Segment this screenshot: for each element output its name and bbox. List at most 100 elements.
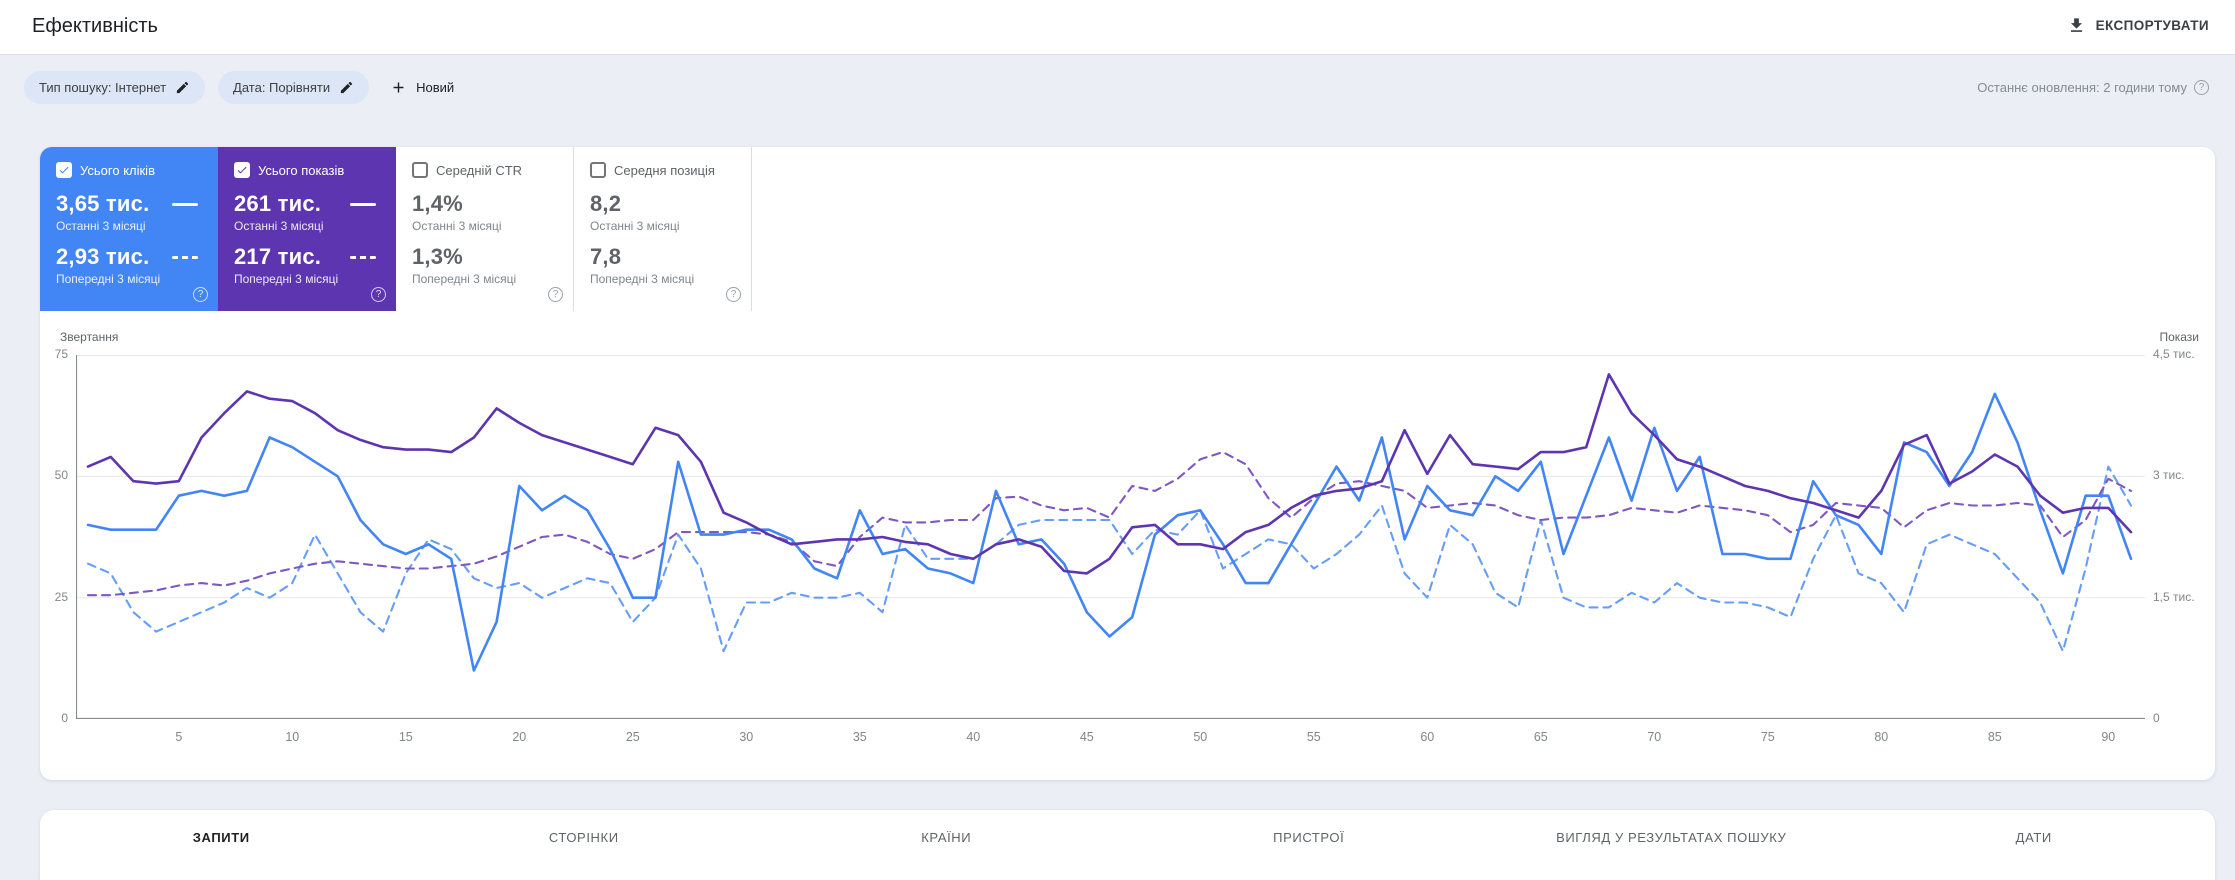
y-tick-right: 1,5 тис. [2153,589,2195,604]
tab-queries[interactable]: ЗАПИТИ [40,810,403,880]
tab-label: ДАТИ [2015,830,2052,845]
y-tick-left: 75 [54,347,68,361]
tab-devices[interactable]: ПРИСТРОЇ [1128,810,1491,880]
metric-value-previous: 217 тис. [234,244,322,269]
performance-panel: Усього кліків 3,65 тис. Останні 3 місяці 2,… [40,147,2215,780]
y-tick-left: 0 [61,711,68,725]
x-tick-label: 75 [1760,730,1775,744]
metric-card-impressions[interactable]: Усього показів 261 тис. Останні 3 місяці 21… [218,147,396,311]
new-filter-label: Новий [416,79,455,95]
metric-period-current: Останні 3 місяці [234,219,324,233]
series-solid-left [86,392,2133,672]
x-tick-label: 90 [2101,730,2116,744]
legend-solid-line [172,202,198,206]
help-icon[interactable]: ? [2194,79,2209,95]
export-label: ЕКСПОРТУВАТИ [2095,18,2209,33]
metric-card-label: Усього кліків [80,162,155,178]
checkbox-impressions[interactable] [234,162,250,178]
x-tick-label: 5 [175,730,183,744]
checkbox-position[interactable] [590,162,606,178]
card-help-icon[interactable]: ? [548,287,563,302]
metric-card-label: Усього показів [258,162,345,178]
y-axis-right-title: Покази [2159,330,2199,344]
filter-chip-label: Дата: Порівняти [233,79,331,95]
metric-card-position[interactable]: Середня позиція 8,2 Останні 3 місяці 7,8 Поп… [574,147,752,311]
y-axis-left-title: Звертання [60,330,119,344]
filter-chip-search-type[interactable]: Тип пошуку: Інтернет [24,70,206,104]
x-tick-label: 40 [966,730,981,744]
metric-card-clicks[interactable]: Усього кліків 3,65 тис. Останні 3 місяці 2,… [40,147,218,311]
new-filter-button[interactable]: Новий [390,79,454,96]
tab-dates[interactable]: ДАТИ [1853,810,2216,880]
top-header: Ефективність ЕКСПОРТУВАТИ [0,0,2235,55]
metric-value-current: 3,65 тис. [56,191,150,216]
metric-card-label: Середня позиція [614,162,715,178]
card-help-icon[interactable]: ? [371,287,386,302]
x-tick-label: 20 [512,730,527,744]
legend-dashed-line [172,255,198,259]
y-tick-right: 4,5 тис. [2153,347,2195,361]
metric-value-previous: 1,3% [412,244,463,269]
metric-period-previous: Попередні 3 місяці [56,272,161,286]
card-help-icon[interactable]: ? [193,287,208,302]
metric-period-current: Останні 3 місяці [412,219,502,233]
metric-card-ctr[interactable]: Середній CTR 1,4% Останні 3 місяці 1,3% Попе… [396,147,574,311]
tab-label: ВИГЛЯД У РЕЗУЛЬТАТАХ ПОШУКУ [1556,830,1787,845]
checkbox-clicks[interactable] [56,162,72,178]
tab-label: ЗАПИТИ [192,830,250,845]
dimension-tabs: ЗАПИТИ СТОРІНКИ КРАЇНИ ПРИСТРОЇ ВИГЛЯД У РЕЗ… [40,810,2215,880]
tab-pages[interactable]: СТОРІНКИ [403,810,766,880]
tab-countries[interactable]: КРАЇНИ [765,810,1128,880]
metric-cards: Усього кліків 3,65 тис. Останні 3 місяці 2,… [40,147,752,311]
performance-chart[interactable] [76,355,2145,719]
tab-label: КРАЇНИ [921,830,972,845]
x-tick-label: 35 [852,730,867,744]
download-icon [2070,18,2082,32]
plus-icon [393,82,404,92]
last-updated-text: Останнє оновлення: 2 години тому [1977,79,2187,95]
checkbox-ctr[interactable] [412,162,428,178]
x-tick-label: 15 [398,730,413,744]
metric-card-label: Середній CTR [436,162,523,178]
metric-period-previous: Попередні 3 місяці [234,272,339,286]
export-button[interactable]: ЕКСПОРТУВАТИ [2067,16,2209,35]
x-tick-label: 30 [739,730,754,744]
metric-value-previous: 2,93 тис. [56,244,150,269]
filter-chip-label: Тип пошуку: Інтернет [39,79,167,95]
page-title: Ефективність [32,15,158,37]
y-tick-right: 0 [2153,711,2160,725]
x-tick-label: 70 [1647,730,1662,744]
metric-period-current: Останні 3 місяці [56,219,146,233]
metric-period-previous: Попередні 3 місяці [412,272,517,286]
metric-value-previous: 7,8 [590,244,622,269]
x-tick-label: 85 [1987,730,2002,744]
metric-value-current: 8,2 [590,191,622,216]
y-tick-left: 25 [54,589,68,604]
x-tick-label: 45 [1079,730,1094,744]
tab-label: СТОРІНКИ [548,830,619,845]
pencil-icon [340,81,353,93]
x-tick-label: 55 [1306,730,1321,744]
x-tick-label: 80 [1874,730,1889,744]
x-tick-label: 50 [1193,730,1208,744]
legend-solid-line [350,202,376,206]
tab-label: ПРИСТРОЇ [1273,830,1345,845]
filter-bar: Тип пошуку: Інтернет Дата: Порівняти Нови… [0,55,2235,119]
y-tick-left: 50 [54,468,68,483]
x-tick-label: 65 [1533,730,1548,744]
tab-search-appearance[interactable]: ВИГЛЯД У РЕЗУЛЬТАТАХ ПОШУКУ [1490,810,1853,880]
legend-dashed-line [350,255,376,259]
x-tick-label: 10 [285,730,300,744]
metric-value-current: 1,4% [412,191,463,216]
filter-chip-date[interactable]: Дата: Порівняти [218,70,370,104]
metric-period-current: Останні 3 місяці [590,219,680,233]
y-tick-right: 3 тис. [2153,468,2185,483]
pencil-icon [176,81,189,93]
card-help-icon[interactable]: ? [726,287,741,302]
series-dashed-right [86,451,2133,597]
series-solid-right [86,373,2133,575]
x-tick-label: 60 [1420,730,1435,744]
x-tick-label: 25 [625,730,640,744]
metric-value-current: 261 тис. [234,191,322,216]
filter-chips: Тип пошуку: Інтернет Дата: Порівняти [24,70,382,104]
